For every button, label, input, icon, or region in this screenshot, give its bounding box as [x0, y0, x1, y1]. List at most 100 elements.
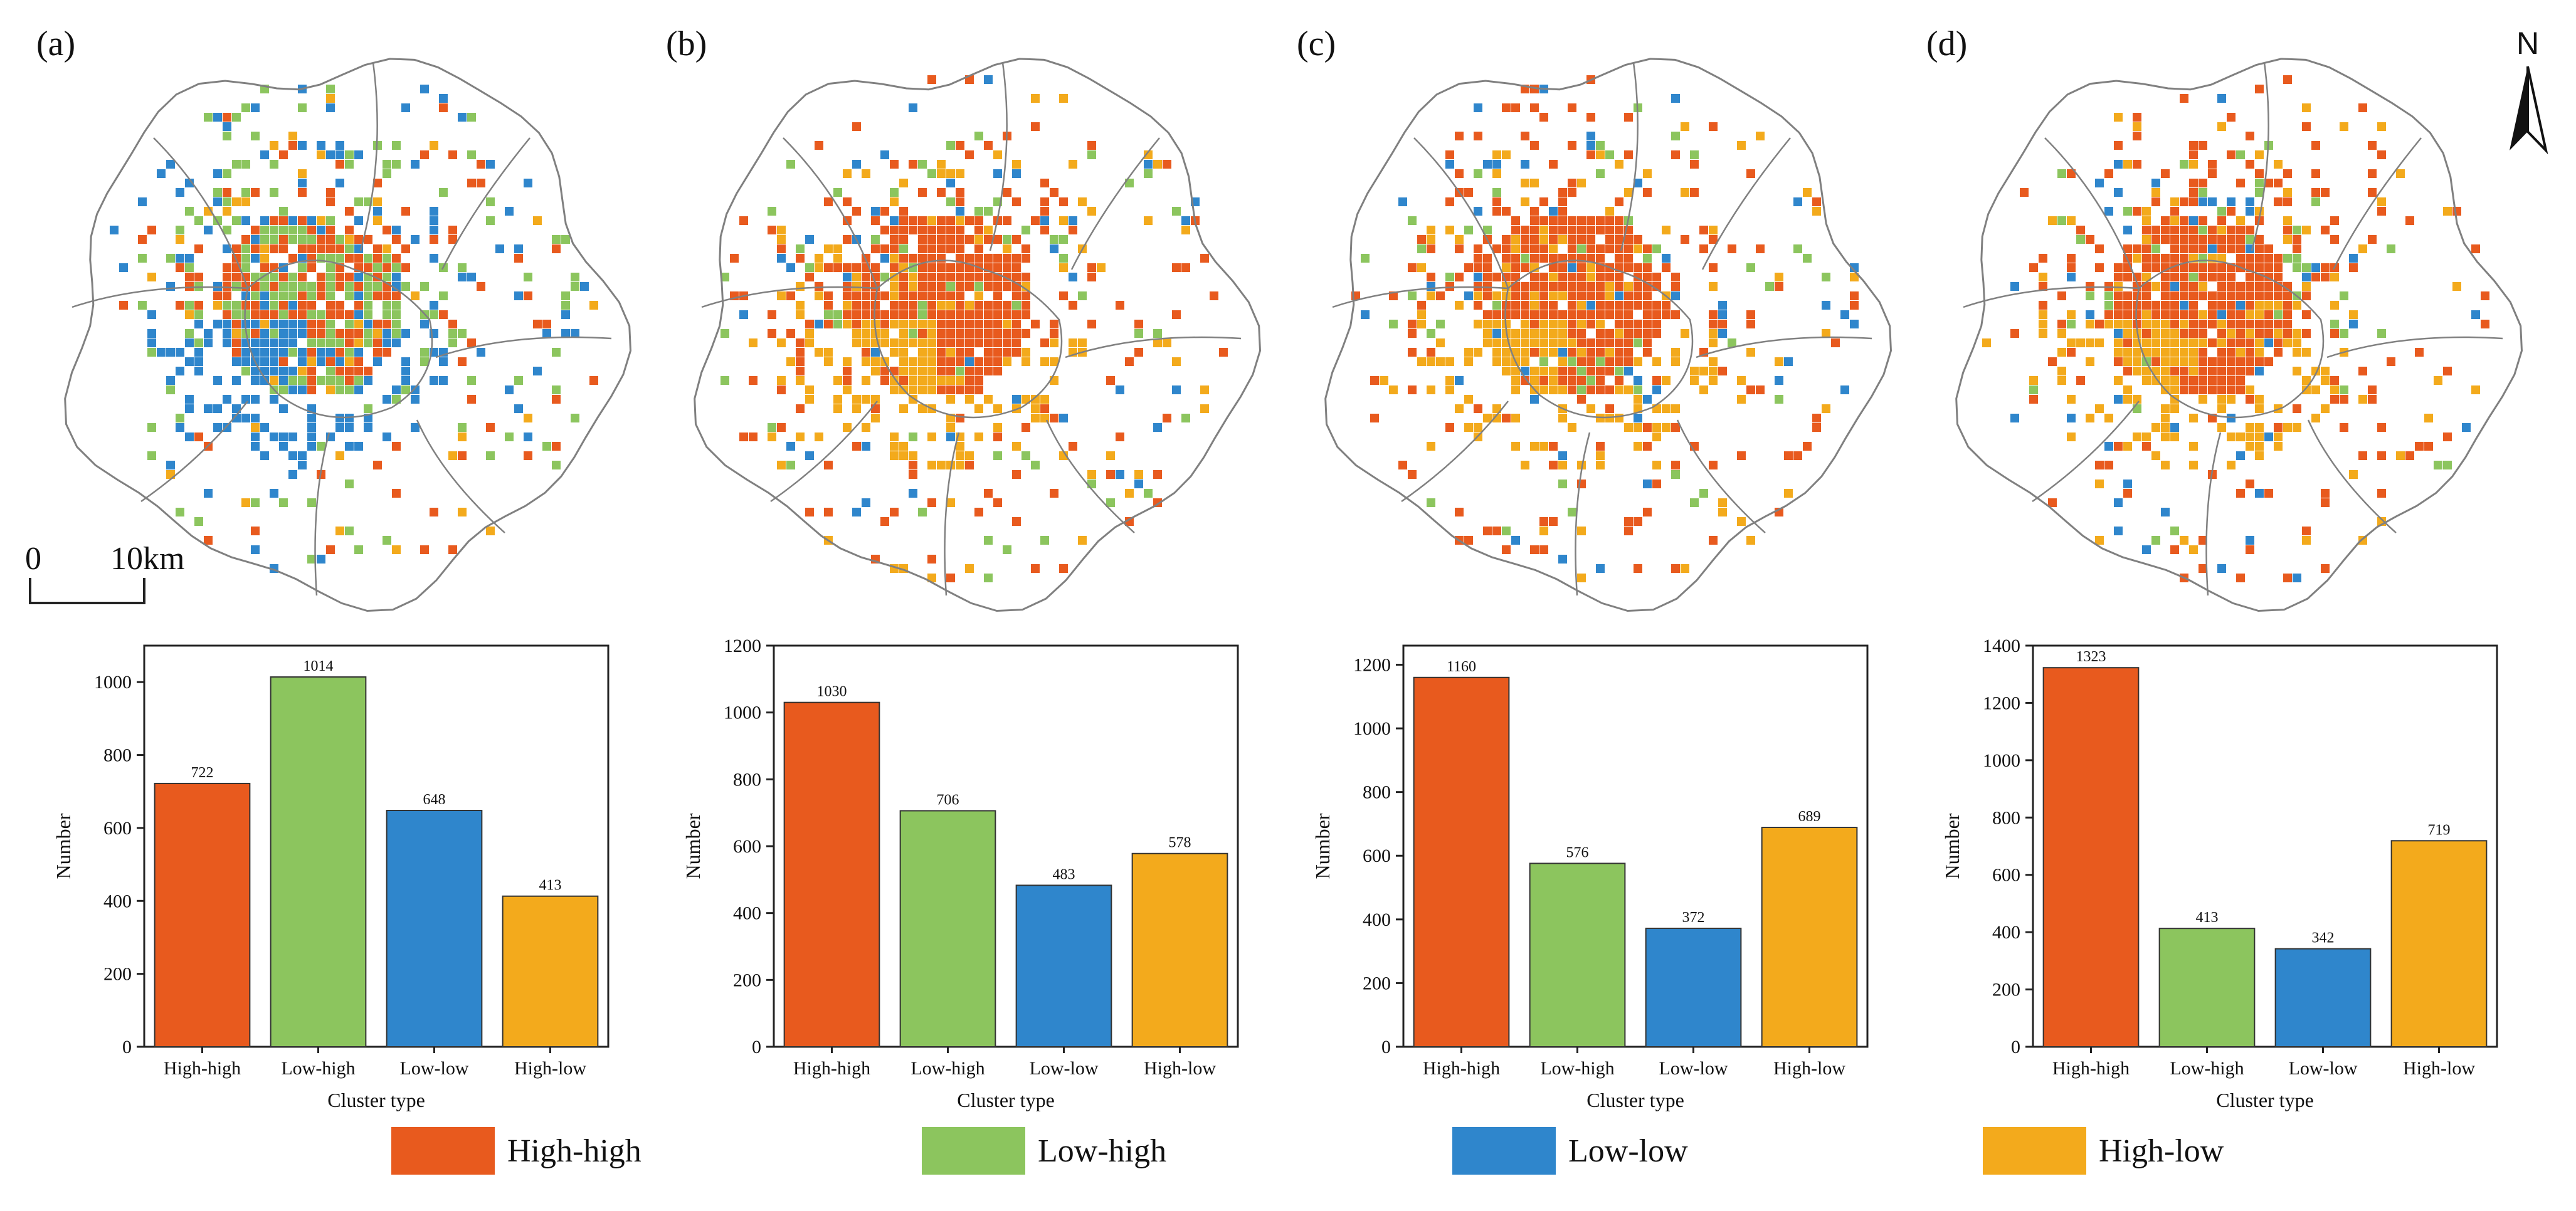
- x-tick-label: High-high: [793, 1058, 870, 1079]
- panel-label-d: (d): [1926, 24, 1968, 63]
- bar-low-low: [2274, 948, 2372, 1047]
- x-tick-label: Low-low: [2289, 1058, 2358, 1079]
- plot-frame: [143, 644, 610, 1048]
- x-tick-label: Low-high: [1540, 1058, 1614, 1079]
- cluster-cells: [1351, 75, 1859, 582]
- legend-item-low-low: Low-low: [1452, 1126, 1688, 1176]
- plot-frame: [2032, 644, 2498, 1048]
- bar-low-low: [1015, 884, 1112, 1047]
- x-tick-label: High-low: [2403, 1058, 2475, 1079]
- bar-value-label: 1323: [2076, 649, 2106, 665]
- x-tick-label: High-high: [2052, 1058, 2130, 1079]
- bar-high-low: [502, 895, 599, 1047]
- cluster-cells: [721, 75, 1228, 582]
- cluster-cells: [1982, 75, 2489, 582]
- district-boundaries: [71, 62, 612, 596]
- y-tick-label: 800: [733, 769, 761, 790]
- x-tick-label: High-low: [1144, 1058, 1216, 1079]
- y-tick-label: 1400: [1983, 636, 2020, 656]
- y-tick-label: 600: [733, 836, 761, 857]
- bar-value-label: 413: [2196, 910, 2219, 926]
- y-tick-label: 400: [1992, 922, 2020, 943]
- y-tick-label: 1200: [1983, 693, 2020, 713]
- panel-label-a: (a): [36, 24, 76, 63]
- y-tick-label: 0: [1381, 1037, 1391, 1057]
- study-area-boundary: [694, 58, 1262, 612]
- bar-high-high: [1413, 676, 1510, 1048]
- study-area-boundary: [64, 58, 632, 612]
- legend-label-high-low: High-low: [2099, 1133, 2224, 1169]
- bar-high-low: [1761, 827, 1858, 1047]
- bar-high-low: [1131, 852, 1228, 1047]
- bar-high-low: [2390, 840, 2488, 1047]
- bar-high-high: [783, 701, 880, 1047]
- x-axis-title: Cluster type: [957, 1089, 1055, 1111]
- bar-value-label: 689: [1798, 809, 1821, 825]
- cluster-map-b: [694, 58, 1262, 612]
- y-tick-label: 200: [1363, 973, 1391, 993]
- x-tick-label: High-low: [514, 1058, 586, 1079]
- y-tick-label: 1000: [1353, 718, 1391, 739]
- bar-low-high: [899, 810, 996, 1047]
- x-axis-title: Cluster type: [2216, 1089, 2314, 1111]
- district-boundaries: [1963, 62, 2503, 596]
- bar-low-low: [1645, 928, 1742, 1047]
- y-tick-label: 1000: [94, 672, 132, 693]
- x-axis-title: Cluster type: [327, 1089, 425, 1111]
- bar-value-label: 576: [1566, 844, 1589, 861]
- bar-value-label: 342: [2312, 930, 2335, 946]
- cluster-map-c: [1324, 58, 1892, 612]
- y-tick-label: 600: [1992, 865, 2020, 886]
- y-tick-label: 400: [103, 891, 132, 911]
- y-tick-label: 0: [752, 1037, 761, 1057]
- north-label: N: [2516, 26, 2540, 61]
- y-tick-label: 0: [122, 1037, 132, 1057]
- x-tick-label: Low-high: [911, 1058, 984, 1079]
- bar-chart-d: 0 200 400 600 800 1000 1200 1400 1323 High-high 41…: [1941, 636, 2498, 1111]
- y-axis-title: Number: [1941, 813, 1963, 879]
- bar-value-label: 1160: [1447, 659, 1476, 675]
- y-tick-label: 800: [1363, 782, 1391, 803]
- scale-bar-zero: 0: [25, 541, 41, 577]
- cluster-map-a: [64, 58, 632, 612]
- north-arrow: N: [2506, 25, 2550, 155]
- y-tick-label: 0: [2011, 1037, 2020, 1057]
- bar-high-high: [2042, 667, 2140, 1047]
- x-axis-title: Cluster type: [1586, 1089, 1684, 1111]
- bar-low-low: [386, 809, 483, 1047]
- bar-low-high: [2158, 928, 2256, 1048]
- x-tick-label: Low-low: [1030, 1058, 1099, 1079]
- bar-high-high: [154, 782, 251, 1047]
- bar-value-label: 372: [1682, 910, 1705, 926]
- x-tick-label: Low-high: [2170, 1058, 2244, 1079]
- plot-frame: [1402, 644, 1869, 1048]
- x-tick-label: High-low: [1773, 1058, 1845, 1079]
- y-tick-label: 1000: [1983, 750, 2020, 771]
- bar-chart-c: 0 200 400 600 800 1000 1200 1160 High-high 576 Low…: [1311, 644, 1869, 1111]
- bar-value-label: 1030: [817, 684, 847, 700]
- cluster-map-d: [1955, 58, 2523, 612]
- legend-label-high-high: High-high: [507, 1133, 641, 1169]
- legend-swatch-low-high: [922, 1127, 1025, 1175]
- cluster-cells: [110, 85, 598, 573]
- legend-swatch-low-low: [1452, 1127, 1556, 1175]
- y-tick-label: 1200: [724, 636, 761, 656]
- legend-item-high-low: High-low: [1983, 1126, 2224, 1176]
- legend-label-low-high: Low-high: [1038, 1133, 1167, 1169]
- district-boundaries: [1332, 62, 1872, 596]
- panel-label-b: (b): [666, 24, 707, 63]
- y-tick-label: 600: [103, 818, 132, 839]
- bar-value-label: 648: [423, 792, 446, 808]
- scale-bar-distance: 10km: [110, 541, 185, 577]
- y-axis-title: Number: [52, 813, 75, 879]
- bar-value-label: 578: [1169, 835, 1191, 851]
- study-area-boundary: [1324, 58, 1892, 612]
- bar-value-label: 413: [539, 878, 562, 894]
- x-tick-label: High-high: [164, 1058, 241, 1079]
- x-tick-label: Low-low: [400, 1058, 469, 1079]
- bar-value-label: 719: [2428, 822, 2451, 838]
- panel-label-c: (c): [1297, 24, 1336, 63]
- bar-low-high: [1529, 862, 1626, 1047]
- legend-label-low-low: Low-low: [1568, 1133, 1688, 1169]
